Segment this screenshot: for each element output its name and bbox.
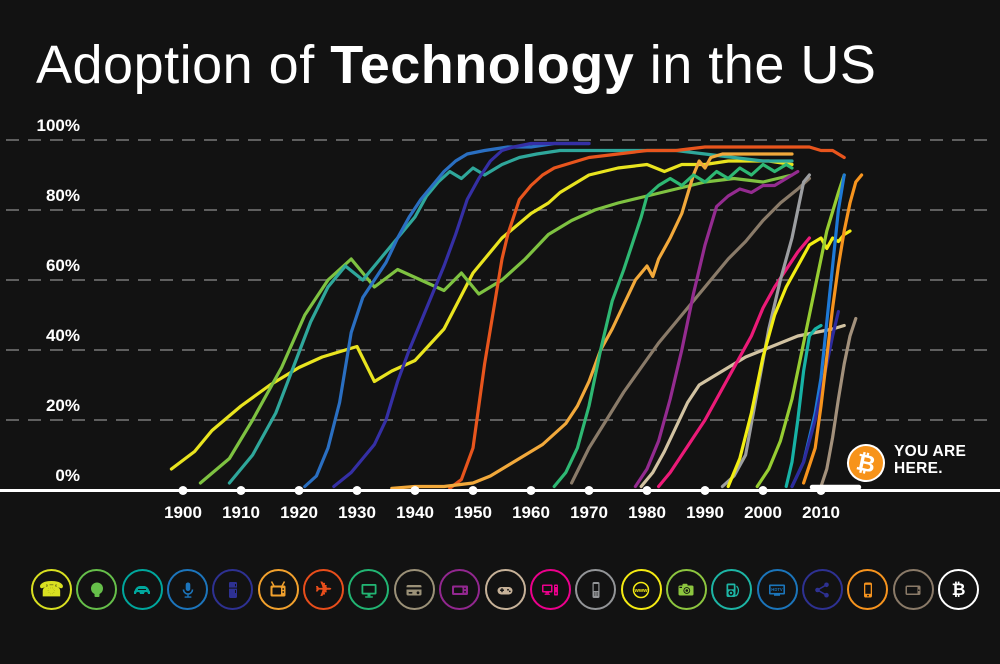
svg-text:HDTV: HDTV: [771, 587, 783, 592]
automobile-icon: [121, 569, 163, 610]
x-axis-label: 1900: [164, 503, 202, 522]
y-axis-label: 80%: [45, 186, 80, 205]
x-axis-label: 1920: [280, 503, 318, 522]
digital-camera-icon: [665, 569, 707, 610]
y-axis-label: 0%: [55, 466, 80, 485]
x-axis-label: 1910: [222, 503, 260, 522]
telephone-icon: ☎: [31, 569, 72, 610]
mp3-player-icon: [711, 569, 753, 610]
video-games-icon: [484, 569, 526, 610]
air-travel-icon: ✈: [303, 569, 345, 610]
x-axis-label: 1970: [570, 503, 608, 522]
television-icon: [257, 569, 299, 610]
x-axis-label: 2010: [802, 503, 840, 522]
svg-text:www: www: [634, 588, 649, 594]
x-axis-label: 1930: [338, 503, 376, 522]
title-prefix: Adoption of: [36, 35, 331, 95]
radio-icon: [167, 569, 209, 610]
page-title: Adoption of Technology in the US: [36, 34, 976, 96]
you-are-here-line2: HERE.: [894, 460, 943, 477]
x-axis-label: 1990: [686, 503, 724, 522]
y-axis-label: 20%: [45, 396, 80, 415]
refrigerator-icon: [212, 569, 254, 610]
y-axis-label: 40%: [45, 326, 80, 345]
internet-icon: www: [620, 569, 662, 610]
microwave-icon: [439, 569, 481, 610]
cellphone-icon: [575, 569, 617, 610]
title-suffix: in the US: [634, 35, 877, 95]
x-axis-label: 1950: [454, 503, 492, 522]
x-axis-label: 1940: [396, 503, 434, 522]
credit-card-icon: [393, 569, 435, 610]
tablet-icon: [892, 569, 934, 610]
hdtv-icon: HDTV: [756, 569, 798, 610]
you-are-here-line1: YOU ARE: [894, 443, 967, 460]
computer-icon: [529, 569, 571, 610]
x-axis-label: 2000: [744, 503, 782, 522]
x-axis-label: 1980: [628, 503, 666, 522]
x-axis-label: 1960: [512, 503, 550, 522]
title-emphasis: Technology: [330, 35, 635, 95]
color-tv-icon: [348, 569, 390, 610]
electricity-icon: [76, 569, 118, 610]
smartphone-icon: [847, 569, 889, 610]
you-are-here-label: YOU ARE HERE.: [894, 443, 966, 477]
bitcoin-icon: ₿: [938, 569, 979, 610]
y-axis-label: 100%: [36, 116, 80, 135]
y-axis-label: 60%: [45, 256, 80, 275]
social-media-icon: [801, 569, 843, 610]
